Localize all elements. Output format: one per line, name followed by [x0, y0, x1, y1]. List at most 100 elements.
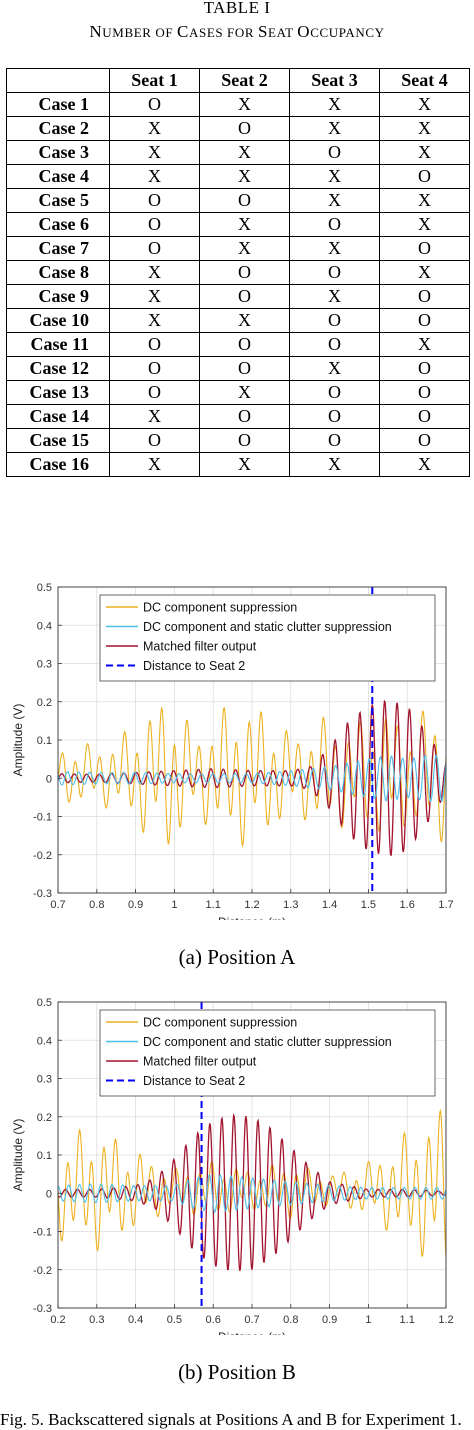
series-line-matched: [58, 1112, 446, 1272]
seat-cell-2: X: [199, 236, 290, 261]
seat-cell-1: O: [109, 380, 200, 405]
y-tick-label: -0.3: [33, 888, 52, 900]
seat-cell-3: X: [289, 164, 380, 189]
series-line-static: [58, 1173, 446, 1214]
x-axis-label: Distance (m): [218, 1330, 286, 1335]
seat-cell-2: X: [199, 380, 290, 405]
case-label: Case 10: [6, 308, 110, 333]
seat-cell-1: O: [109, 236, 200, 261]
seat-cell-4: O: [379, 380, 470, 405]
table-number: TABLE I: [203, 0, 271, 17]
seat-cell-4: O: [379, 356, 470, 381]
x-tick-label: 1: [365, 1314, 371, 1326]
seat-cell-1: O: [109, 356, 200, 381]
seat-cell-3: X: [289, 116, 380, 141]
seat-cell-1: X: [109, 164, 200, 189]
series-line-matched: [58, 699, 446, 857]
x-tick-label: 0.9: [322, 1314, 337, 1326]
x-tick-label: 1: [171, 899, 177, 911]
seat-cell-4: O: [379, 404, 470, 429]
case-label: Case 8: [6, 260, 110, 285]
caption-smallcaps: ASES FOR: [189, 25, 258, 40]
table-row: Case 15 O O O O: [6, 428, 470, 453]
y-tick-label: 0.5: [37, 997, 52, 1009]
case-label: Case 4: [6, 164, 110, 189]
seat-cell-4: X: [379, 452, 470, 477]
legend-box: [99, 1009, 436, 1097]
case-label: Case 5: [6, 188, 110, 213]
seat-cell-3: X: [289, 188, 380, 213]
table-row: Case 16 X X X X: [6, 452, 470, 477]
seat-cell-3: X: [289, 452, 380, 477]
x-tick-label: 1.6: [400, 899, 415, 911]
seat-cell-4: X: [379, 92, 470, 117]
y-tick-label: 0.4: [37, 1035, 52, 1047]
seat-cell-2: O: [199, 428, 290, 453]
legend-label: DC component suppression: [143, 601, 297, 615]
seat-cell-3: O: [289, 428, 380, 453]
y-tick-label: 0: [46, 773, 52, 785]
seat-cell-2: O: [199, 116, 290, 141]
x-tick-label: 1.4: [322, 899, 337, 911]
y-tick-label: -0.1: [33, 812, 52, 824]
y-tick-label: 0.2: [37, 697, 52, 709]
x-tick-label: 0.5: [167, 1314, 182, 1326]
y-tick-label: 0.3: [37, 1074, 52, 1086]
table-row: Case 11 O O O X: [6, 332, 470, 357]
case-label: Case 15: [6, 428, 110, 453]
seat-cell-2: X: [199, 92, 290, 117]
y-tick-label: 0.2: [37, 1112, 52, 1124]
legend-box: [99, 594, 436, 682]
seat-cell-4: X: [379, 188, 470, 213]
header-blank: [6, 68, 110, 93]
seat-cell-1: O: [109, 428, 200, 453]
seat-cell-1: O: [109, 92, 200, 117]
caption-initial: O: [297, 22, 311, 41]
seat-cell-1: X: [109, 140, 200, 165]
seat-occupancy-table: Seat 1 Seat 2 Seat 3 Seat 4 Case 1 O X X X Ca…: [6, 68, 470, 477]
seat-cell-3: X: [289, 356, 380, 381]
chart-position-b: 0.2 0.3 0.4 0.5 0.6 0.7 0.8 0.9 1 1.1 1.2 -0.3 -0.2 -…: [11, 997, 454, 1335]
legend-label: DC component and static clutter suppress…: [143, 1035, 392, 1049]
table-header-row: Seat 1 Seat 2 Seat 3 Seat 4: [6, 68, 470, 93]
case-label: Case 14: [6, 404, 110, 429]
x-tick-label: 1.1: [400, 1314, 415, 1326]
seat-cell-2: X: [199, 164, 290, 189]
seat-cell-4: O: [379, 428, 470, 453]
y-tick-label: 0.4: [37, 620, 52, 632]
seat-cell-3: X: [289, 92, 380, 117]
header-seat-3: Seat 3: [289, 68, 380, 93]
x-tick-label: 0.6: [206, 1314, 221, 1326]
y-tick-label: 0.1: [37, 735, 52, 747]
x-tick-label: 0.7: [50, 899, 65, 911]
seat-cell-4: X: [379, 140, 470, 165]
x-tick-label: 0.7: [244, 1314, 259, 1326]
figure-caption: Fig. 5. Backscattered signals at Positio…: [0, 1410, 462, 1429]
y-tick-label: -0.3: [33, 1303, 52, 1315]
caption-position-a: (a) Position A: [178, 945, 296, 969]
table-row: Case 14 X O O O: [6, 404, 470, 429]
seat-cell-3: O: [289, 308, 380, 333]
seat-cell-3: O: [289, 260, 380, 285]
caption-initial: N: [89, 22, 103, 41]
seat-cell-2: O: [199, 332, 290, 357]
seat-cell-3: X: [289, 284, 380, 309]
case-label: Case 1: [6, 92, 110, 117]
case-label: Case 3: [6, 140, 110, 165]
seat-cell-2: X: [199, 452, 290, 477]
seat-cell-2: O: [199, 284, 290, 309]
seat-cell-3: O: [289, 212, 380, 237]
x-tick-label: 0.8: [283, 1314, 298, 1326]
seat-cell-1: X: [109, 308, 200, 333]
seat-cell-3: O: [289, 332, 380, 357]
seat-cell-4: X: [379, 260, 470, 285]
x-axis-label: Distance (m): [218, 915, 286, 920]
seat-cell-2: O: [199, 260, 290, 285]
table-row: Case 13 O X O O: [6, 380, 470, 405]
legend-label: Distance to Seat 2: [143, 1074, 245, 1088]
y-tick-label: -0.2: [33, 1265, 52, 1277]
